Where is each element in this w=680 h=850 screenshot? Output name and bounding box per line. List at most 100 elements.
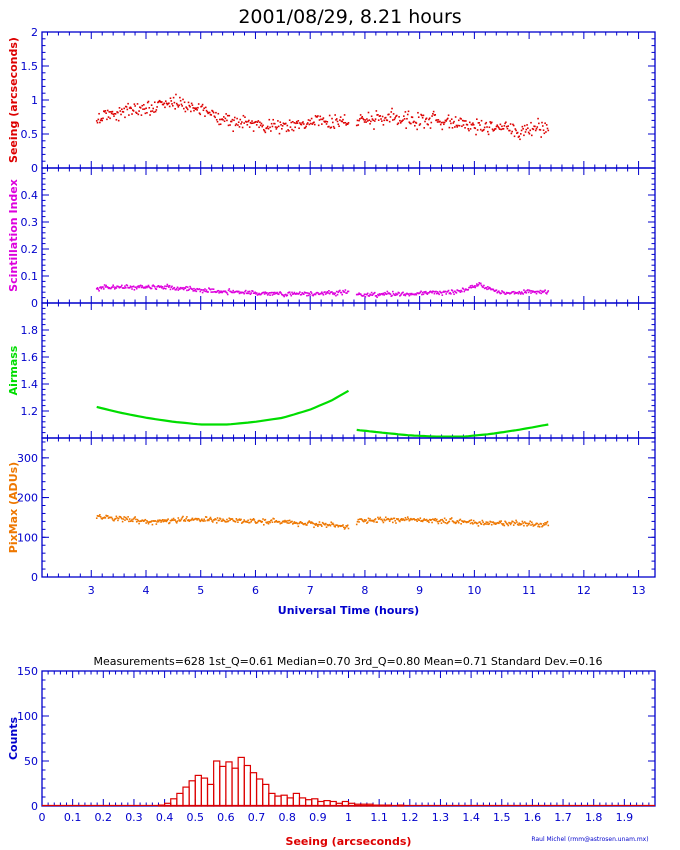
scintillation-point: [173, 286, 176, 289]
scintillation-point: [519, 291, 521, 294]
scintillation-point: [140, 286, 143, 289]
seeing-point: [214, 116, 216, 119]
seeing-point: [193, 107, 196, 109]
seeing-point: [177, 106, 180, 108]
seeing-point: [335, 119, 337, 121]
seeing-point: [101, 119, 104, 122]
scintillation-point: [204, 290, 207, 293]
pixmax-point: [99, 514, 101, 516]
seeing-point: [274, 126, 277, 128]
seeing-point: [201, 103, 204, 106]
pixmax-point: [126, 518, 129, 521]
scintillation-point: [120, 285, 122, 288]
scintillation-point: [467, 288, 469, 291]
scintillation-point: [399, 294, 402, 296]
pixmax-point: [516, 521, 518, 523]
scintillation-point: [146, 286, 148, 289]
pixmax-point: [261, 520, 264, 523]
seeing-point: [217, 112, 220, 115]
scintillation-point: [455, 292, 458, 294]
scintillation-point: [160, 285, 162, 287]
seeing-point: [145, 107, 147, 110]
scintillation-point: [516, 291, 519, 294]
pixmax-point: [401, 519, 404, 521]
pixmax-point: [505, 521, 507, 524]
scintillation-point: [340, 291, 343, 294]
scintillation-point: [168, 284, 171, 287]
pixmax-point: [117, 517, 120, 520]
pixmax-point: [492, 521, 495, 523]
seeing-point: [262, 128, 265, 131]
pixmax-point: [140, 520, 143, 522]
seeing-point: [161, 101, 163, 103]
pixmax-point: [284, 519, 286, 522]
y-tick-label: 1.6: [21, 351, 39, 364]
seeing-point: [342, 122, 345, 124]
histogram-bar: [292, 792, 301, 807]
seeing-point: [472, 123, 475, 126]
pixmax-point: [522, 522, 524, 524]
scintillation-point: [403, 293, 406, 296]
scintillation-point: [266, 294, 269, 296]
seeing-point: [428, 118, 430, 121]
pixmax-point: [430, 518, 433, 521]
pixmax-point: [321, 525, 323, 527]
scintillation-point: [389, 293, 392, 295]
scintillation-point: [540, 292, 543, 295]
seeing-point: [246, 123, 249, 126]
seeing-point: [208, 111, 211, 114]
seeing-point: [471, 124, 473, 126]
pixmax-point: [484, 523, 487, 525]
pixmax-point: [331, 523, 333, 525]
seeing-point: [98, 112, 100, 115]
scintillation-point: [421, 291, 424, 294]
pixmax-point: [186, 516, 188, 518]
scintillation-point: [253, 292, 256, 294]
scintillation-point: [161, 286, 163, 289]
pixmax-point: [190, 518, 193, 521]
pixmax-point: [440, 522, 443, 524]
scintillation-point: [300, 293, 303, 296]
scintillation-point: [292, 292, 295, 295]
seeing-point: [141, 104, 144, 107]
scintillation-point: [147, 284, 150, 287]
pixmax-point: [111, 518, 114, 520]
seeing-point: [341, 120, 344, 123]
pixmax-point: [367, 517, 370, 520]
scintillation-point: [431, 291, 433, 294]
pixmax-point: [175, 520, 177, 523]
seeing-point: [266, 125, 269, 128]
pixmax-point: [283, 521, 285, 523]
pixmax-point: [128, 520, 130, 523]
hist-y-tick-label: 100: [17, 710, 38, 723]
seeing-point: [364, 119, 367, 121]
pixmax-point: [226, 518, 228, 521]
scintillation-point: [150, 287, 153, 290]
pixmax-point: [146, 520, 148, 522]
scintillation-point: [321, 292, 324, 295]
scintillation-point: [306, 294, 308, 297]
pixmax-point: [510, 522, 513, 524]
seeing-point: [370, 120, 372, 123]
seeing-point: [313, 121, 315, 124]
seeing-point: [119, 110, 122, 112]
histogram-bar: [206, 783, 215, 807]
seeing-point: [330, 126, 333, 129]
pixmax-point: [157, 520, 160, 523]
seeing-point: [504, 122, 506, 125]
scintillation-point: [435, 290, 437, 293]
y-tick-label: 1.8: [21, 324, 39, 337]
scintillation-point: [144, 287, 147, 289]
scintillation-point: [283, 295, 285, 298]
pixmax-point: [450, 517, 453, 519]
pixmax-point: [286, 522, 289, 524]
hist-x-tick-label: 0.8: [278, 811, 296, 824]
seeing-point: [263, 130, 266, 132]
seeing-point: [443, 121, 446, 124]
pixmax-point: [514, 522, 517, 525]
pixmax-point: [164, 519, 167, 521]
seeing-point: [487, 130, 489, 133]
seeing-point: [112, 113, 115, 115]
seeing-point: [124, 116, 126, 119]
seeing-point: [202, 109, 205, 112]
